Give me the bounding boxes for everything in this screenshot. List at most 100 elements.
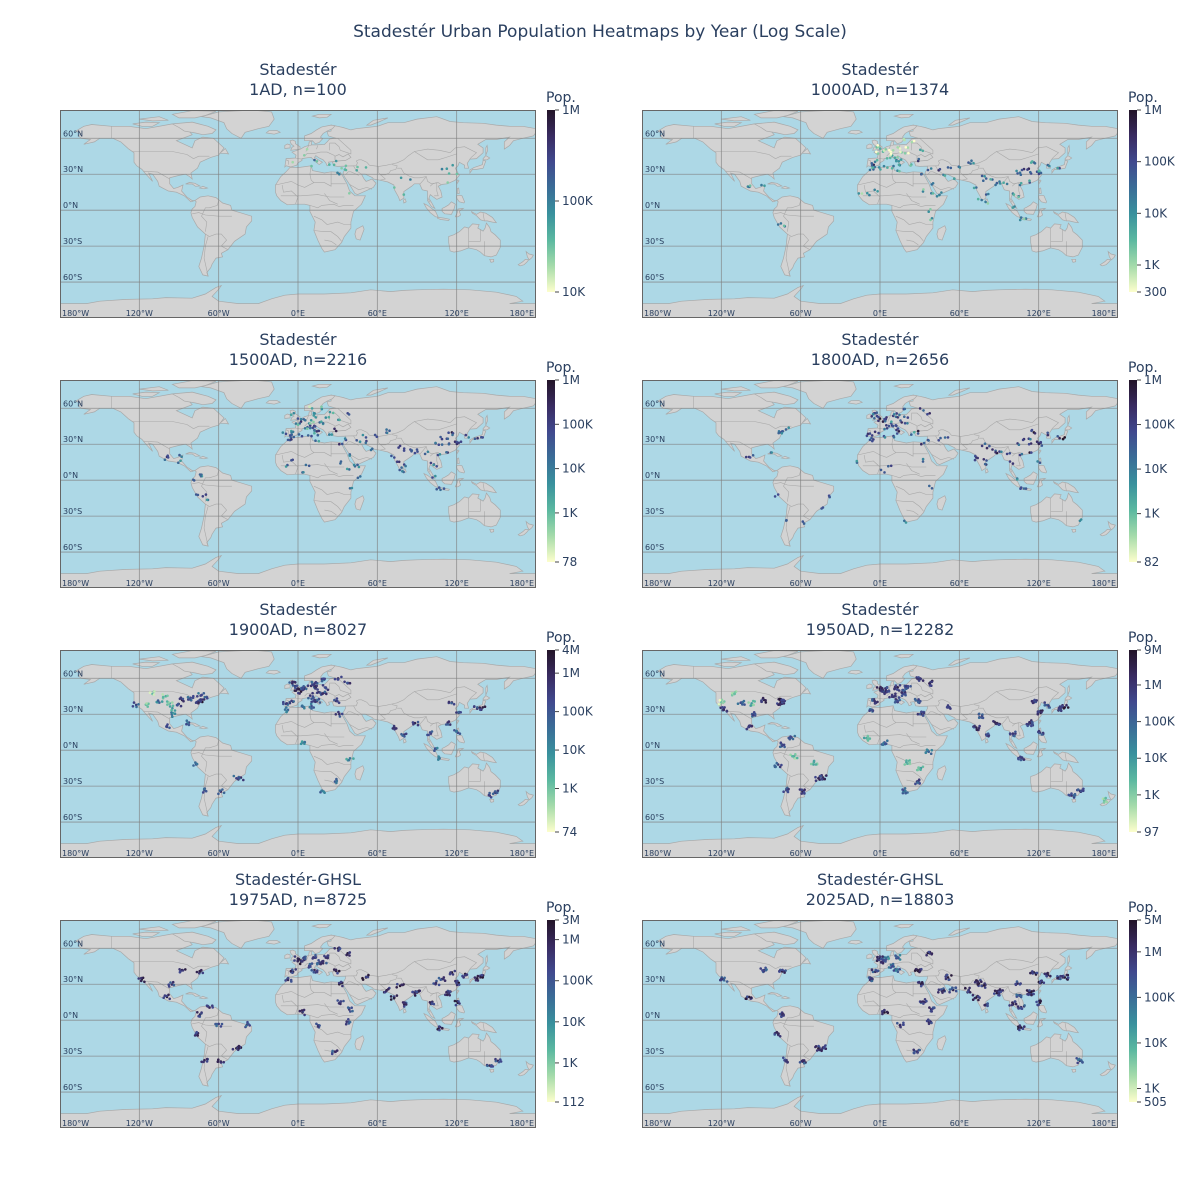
city-point[interactable] — [205, 1057, 209, 1061]
city-point[interactable] — [315, 970, 319, 974]
city-point[interactable] — [1028, 989, 1031, 992]
city-point[interactable] — [778, 970, 781, 973]
city-point[interactable] — [176, 704, 179, 707]
city-point[interactable] — [912, 1048, 915, 1052]
city-point[interactable] — [343, 437, 347, 440]
city-point[interactable] — [889, 152, 893, 155]
city-point[interactable] — [459, 711, 463, 714]
city-point[interactable] — [819, 775, 822, 778]
city-point[interactable] — [878, 955, 882, 958]
city-point[interactable] — [764, 968, 768, 972]
city-point[interactable] — [303, 427, 307, 430]
city-point[interactable] — [310, 969, 313, 972]
city-point[interactable] — [877, 431, 880, 435]
city-point[interactable] — [925, 953, 928, 957]
city-point[interactable] — [897, 430, 901, 433]
city-point[interactable] — [398, 444, 402, 448]
city-point[interactable] — [812, 759, 816, 763]
city-point[interactable] — [170, 711, 173, 714]
city-point[interactable] — [870, 415, 873, 418]
city-point[interactable] — [237, 776, 240, 780]
city-point[interactable] — [302, 471, 305, 474]
city-point[interactable] — [896, 146, 899, 149]
city-point[interactable] — [395, 994, 399, 997]
city-point[interactable] — [918, 712, 922, 716]
city-point[interactable] — [894, 684, 898, 687]
city-point[interactable] — [958, 166, 962, 169]
city-point[interactable] — [491, 792, 495, 796]
city-point[interactable] — [898, 147, 902, 150]
city-point[interactable] — [782, 224, 786, 228]
city-point[interactable] — [900, 691, 904, 694]
city-point[interactable] — [940, 988, 943, 991]
city-point[interactable] — [399, 176, 403, 180]
city-point[interactable] — [903, 519, 906, 523]
city-point[interactable] — [324, 416, 328, 419]
city-point[interactable] — [877, 166, 881, 169]
city-point[interactable] — [917, 676, 920, 679]
city-point[interactable] — [286, 438, 290, 442]
city-point[interactable] — [860, 192, 864, 195]
city-point[interactable] — [314, 439, 317, 442]
city-point[interactable] — [303, 740, 307, 744]
city-point[interactable] — [918, 782, 921, 785]
city-point[interactable] — [186, 695, 190, 699]
city-point[interactable] — [750, 724, 754, 728]
city-point[interactable] — [1005, 182, 1009, 186]
city-point[interactable] — [320, 679, 324, 683]
city-point[interactable] — [898, 413, 901, 417]
city-point[interactable] — [904, 521, 908, 524]
city-point[interactable] — [1022, 758, 1026, 761]
city-point[interactable] — [444, 723, 448, 726]
city-point[interactable] — [802, 522, 806, 525]
city-point[interactable] — [1022, 487, 1026, 490]
city-point[interactable] — [331, 1049, 334, 1053]
city-point[interactable] — [410, 450, 413, 453]
city-point[interactable] — [893, 687, 897, 690]
city-point[interactable] — [296, 423, 300, 426]
city-point[interactable] — [453, 999, 457, 1003]
city-point[interactable] — [437, 443, 441, 446]
city-point[interactable] — [346, 953, 349, 956]
city-point[interactable] — [1076, 788, 1080, 791]
city-point[interactable] — [357, 465, 361, 469]
city-point[interactable] — [924, 751, 928, 755]
city-point[interactable] — [929, 218, 932, 222]
city-point[interactable] — [165, 724, 168, 728]
city-point[interactable] — [994, 183, 997, 187]
city-point[interactable] — [301, 686, 304, 690]
city-point[interactable] — [1029, 442, 1033, 445]
city-point[interactable] — [1040, 733, 1044, 736]
city-point[interactable] — [1049, 974, 1052, 978]
city-point[interactable] — [908, 761, 911, 764]
city-point[interactable] — [1028, 179, 1031, 182]
city-point[interactable] — [171, 704, 175, 708]
city-point[interactable] — [1059, 706, 1063, 709]
city-point[interactable] — [364, 975, 368, 979]
city-point[interactable] — [775, 1030, 779, 1034]
city-point[interactable] — [1011, 1001, 1014, 1004]
city-point[interactable] — [1067, 793, 1070, 797]
city-point[interactable] — [900, 694, 904, 697]
city-point[interactable] — [455, 983, 459, 987]
city-point[interactable] — [308, 962, 312, 966]
city-point[interactable] — [760, 700, 763, 704]
city-point[interactable] — [336, 678, 340, 681]
city-point[interactable] — [970, 159, 973, 162]
city-point[interactable] — [312, 683, 316, 687]
city-point[interactable] — [733, 692, 736, 696]
city-point[interactable] — [411, 990, 414, 994]
city-point[interactable] — [1031, 970, 1034, 973]
city-point[interactable] — [1032, 699, 1036, 703]
city-point[interactable] — [781, 430, 785, 433]
city-point[interactable] — [437, 758, 440, 761]
city-point[interactable] — [304, 955, 307, 959]
city-point[interactable] — [917, 700, 920, 704]
city-point[interactable] — [152, 693, 156, 696]
city-point[interactable] — [717, 703, 721, 706]
city-point[interactable] — [917, 679, 921, 682]
city-point[interactable] — [1017, 757, 1020, 761]
city-point[interactable] — [891, 149, 895, 152]
city-point[interactable] — [983, 442, 987, 445]
city-point[interactable] — [939, 436, 942, 440]
